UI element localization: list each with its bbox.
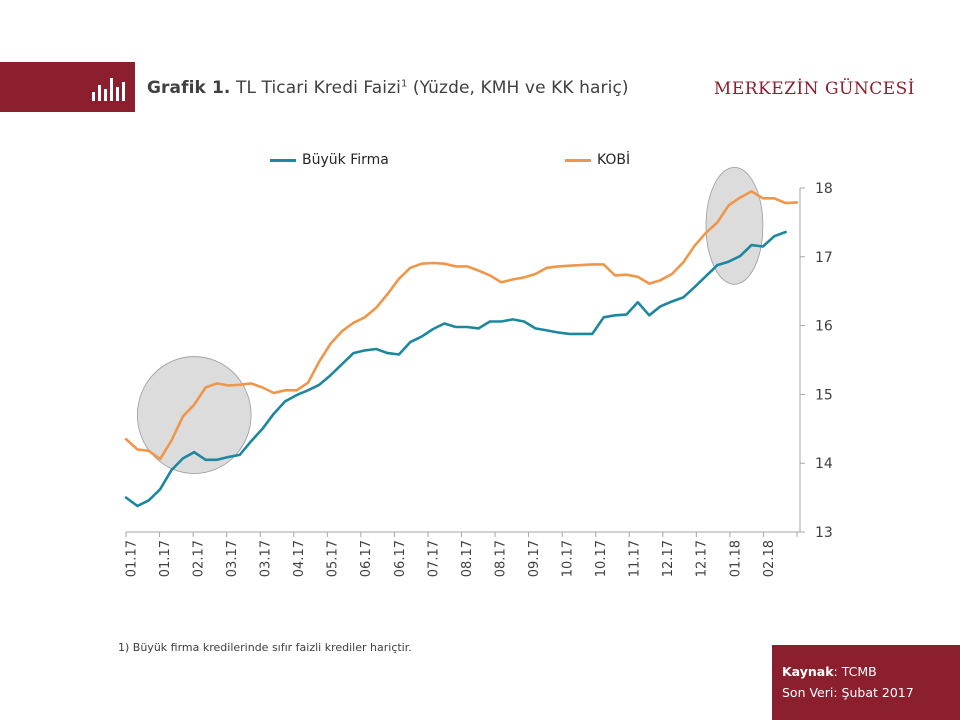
legend-swatch-buyuk-firma (270, 158, 296, 162)
footnote: 1) Büyük firma kredilerinde sıfır faizli… (118, 641, 412, 654)
legend-item-kobi: KOBİ (565, 152, 630, 168)
x-tick-label: 08.17 (460, 540, 475, 577)
y-tick-label: 13 (815, 525, 833, 541)
brand-name: MERKEZİN GÜNCESİ (713, 79, 915, 99)
x-tick-label: 04.17 (292, 540, 307, 577)
x-tick-label: 05.17 (326, 540, 341, 577)
x-tick-label: 01.18 (728, 540, 743, 577)
x-tick-label: 06.17 (359, 540, 374, 577)
source-label: Kaynak (782, 664, 834, 679)
axis-layer: 13 14 15 16 17 18 01.17 01.17 02.17 03.17 03.17 04.… (124, 181, 833, 577)
x-tick-label: 07.17 (426, 540, 441, 577)
x-tick-label: 10.17 (594, 540, 609, 577)
highlight-ellipse-1 (136, 356, 252, 474)
legend-label-kobi: KOBİ (597, 152, 631, 168)
x-tick-label: 12.17 (661, 540, 676, 577)
chart-title-prefix: Grafik 1. (147, 78, 231, 98)
x-tick-label: 08.17 (493, 540, 508, 577)
chart-title-main: TL Ticari Kredi Faizi (230, 78, 401, 98)
chart-title: Grafik 1. TL Ticari Kredi Faizi1 (Yüzde,… (147, 78, 629, 98)
x-tick-label: 10.17 (561, 540, 576, 577)
legend-item-buyuk-firma: Büyük Firma (270, 152, 389, 168)
source-line: Kaynak: TCMB (782, 664, 877, 679)
chart-title-footnote-mark: 1 (400, 78, 408, 90)
y-tick-label: 17 (815, 250, 833, 266)
y-tick-label: 14 (815, 456, 833, 472)
x-tick-label: 12.17 (695, 540, 710, 577)
legend-swatch-kobi (565, 158, 591, 162)
x-tick-label: 01.17 (124, 540, 139, 577)
series-layer (124, 190, 799, 508)
logo-box (0, 62, 135, 112)
highlight-layer (136, 166, 764, 474)
last-data-line: Son Veri: Şubat 2017 (782, 685, 914, 700)
x-tick-label: 02.18 (762, 540, 777, 577)
x-tick-label: 03.17 (259, 540, 274, 577)
y-tick-label: 18 (815, 181, 833, 197)
highlight-ellipse-2 (705, 166, 764, 285)
source-box: Kaynak: TCMB Son Veri: Şubat 2017 (772, 645, 960, 720)
y-tick-label: 15 (815, 387, 833, 403)
series-line-buyuk-firma (124, 230, 787, 508)
x-tick-label: 06.17 (393, 540, 408, 577)
x-tick-label: 11.17 (628, 540, 643, 577)
chart-title-units: (Yüzde, KMH ve KK hariç) (407, 78, 629, 98)
x-tick-label: 03.17 (225, 540, 240, 577)
legend-label-buyuk-firma: Büyük Firma (302, 152, 389, 168)
x-tick-label: 01.17 (158, 540, 173, 577)
source-value: : TCMB (833, 664, 877, 679)
x-tick-label: 09.17 (527, 540, 542, 577)
bar-chart-icon (92, 78, 125, 101)
series-line-kobi (124, 190, 799, 461)
x-tick-label: 02.17 (191, 540, 206, 577)
y-tick-label: 16 (815, 319, 833, 335)
